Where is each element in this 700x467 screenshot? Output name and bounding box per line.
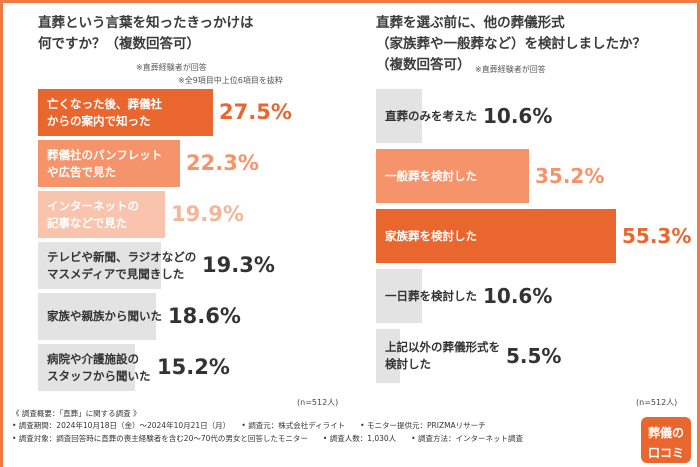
bar-value-0-4: 18.6% [168,303,241,328]
bar-label-1-1: 一般葬を検討した [385,168,477,183]
bar-label-0-5: 病院や介護施設の スタッフから聞いた [47,351,151,383]
bar-value-1-0: 10.6% [483,104,553,128]
sougi-kuchikomi-logo: 葬儀の 口コミ [641,417,691,463]
survey-summary: 《 調査概要：「直葬」に関する調査 》 • 調査期間：2024年10月18日（金… [12,408,523,445]
bar-label-0-0: 亡くなった後、葬儀社 からの案内で知った [47,96,162,128]
bar-0-3 [38,242,161,289]
bar-label-0-1: 葬儀社のパンフレット や広告で見た [47,147,163,179]
left-chart-title: 直葬という言葉を知ったきっかけは 何ですか？（複数回答可） [38,15,254,52]
bar-1-0 [376,89,422,143]
bar-value-0-0: 27.5% [219,99,292,124]
bar-1-2 [376,209,616,263]
bar-value-1-2: 55.3% [622,224,692,248]
bar-1-3 [376,269,422,323]
right-sample-size: (n=512人) [636,398,678,407]
survey-line-2: • 調査対象：調査回答時に直葬の喪主経験者を含む20～70代の男女と回答したモニ… [12,433,523,443]
bar-value-0-1: 22.3% [186,150,259,175]
bar-0-0 [38,89,213,136]
bar-value-0-3: 19.3% [202,252,275,277]
right-chart-title: 直葬を選ぶ前に、他の葬儀形式 （家族葬や一般葬など）を検討しましたか？ （複数回… [376,15,646,73]
bar-1-4 [376,329,400,383]
bar-0-2 [38,191,165,238]
bar-0-5 [38,344,135,391]
bar-label-0-3: テレビや新聞、ラジオなどの マスメディアで見聞きした [47,249,197,281]
bar-label-1-3: 一日葬を検討した [385,288,477,303]
left-sample-size: (n=512人) [297,398,339,407]
left-bar-chart: 亡くなった後、葬儀社 からの案内で知った 27.5% 葬儀社のパンフレット や広告で… [38,89,338,391]
logo-text-2: 口コミ [647,446,684,460]
bar-label-1-2: 家族葬を検討した [385,228,477,243]
logo-text-1: 葬儀の [647,426,684,440]
bar-0-4 [38,293,156,340]
bar-value-1-1: 35.2% [535,164,605,188]
bar-1-1 [376,149,529,203]
bar-label-1-4: 上記以外の葬儀形式を 検討した [385,340,500,371]
left-note-1: ※直葬経験者が回答 [136,63,207,72]
survey-line-1: • 調査期間：2024年10月18日（金）～2024年10月21日（月） • 調… [12,421,486,431]
bar-value-0-2: 19.9% [171,201,244,226]
right-bar-chart: 直葬のみを考えた 10.6% 一般葬を検討した 35.2% 家族葬を検討した 55.3% 一… [376,89,691,391]
bar-0-1 [38,140,180,187]
bar-value-0-5: 15.2% [157,354,230,379]
bar-value-1-3: 10.6% [483,284,553,308]
bar-value-1-4: 5.5% [506,344,562,368]
left-note-2: ※全9項目中上位6項目を抜粋 [178,76,283,85]
right-note-1: ※直葬経験者が回答 [475,65,546,74]
bar-label-0-4: 家族や親族から聞いた [47,309,162,323]
bar-label-1-0: 直葬のみを考えた [385,108,477,123]
bar-label-0-2: インターネットの 記事などで見た [47,198,139,230]
survey-heading: 《 調査概要：「直葬」に関する調査 》 [12,409,141,418]
